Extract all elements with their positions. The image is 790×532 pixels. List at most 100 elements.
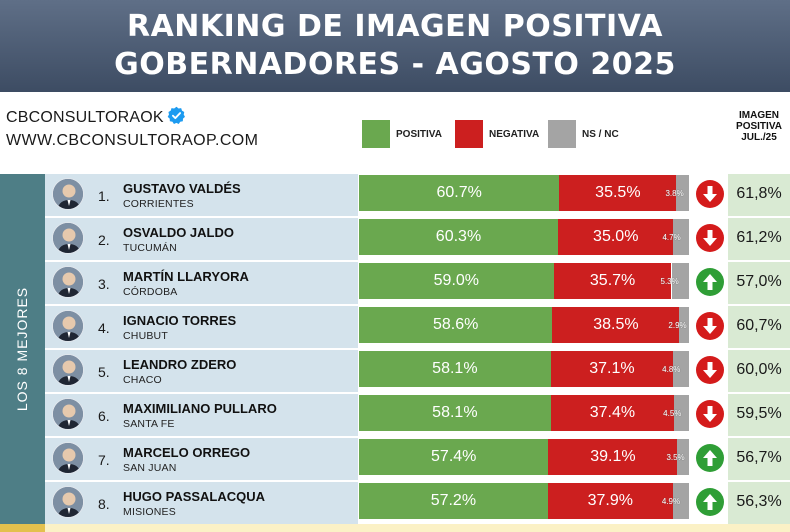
side-band [0,174,45,524]
governor-name: LEANDRO ZDERO [123,357,237,372]
positive-bar: 59.0% [359,263,554,299]
title-banner: RANKING DE IMAGEN POSITIVA GOBERNADORES … [0,0,790,92]
legend-negative: NEGATIVA [455,120,539,148]
next-section-side [0,524,45,532]
previous-value: 57,0% [736,273,782,290]
verified-badge-icon [167,106,186,130]
arrow-up-icon [696,488,724,516]
legend-negative-label: NEGATIVA [489,128,540,140]
side-label-text: LOS 8 MEJORES [14,286,31,412]
positive-value-label: 58.6% [433,316,479,333]
positive-bar: 58.1% [359,395,551,431]
legend-ns-swatch [548,120,576,148]
previous-value: 56,3% [736,493,782,510]
negative-bar: 39.1% [548,439,678,475]
prev-header-line3: JUL./25 [741,132,777,143]
previous-value-cell [728,394,790,436]
previous-value: 60,7% [736,317,782,334]
ns-value-label: 3.5% [666,452,685,462]
row-background [45,394,358,436]
brand-handle-text: CBCONSULTORAOK [6,109,164,126]
governor-name: MAXIMILIANO PULLARO [123,401,277,416]
chart-title-line1: RANKING DE IMAGEN POSITIVA [126,9,664,44]
arrow-down-icon [696,400,724,428]
province-name: TUCUMÁN [123,242,177,254]
row-background [45,306,358,348]
previous-value-cell [728,306,790,348]
negative-value-label: 35.7% [589,272,636,289]
side-label: LOS 8 MEJORES [0,174,45,524]
ns-bar: 2.9% [668,307,689,343]
ns-bar: 5.3% [661,263,689,299]
positive-value-label: 58.1% [432,360,478,377]
legend-positive-swatch [362,120,390,148]
province-name: CÓRDOBA [123,286,178,298]
previous-value: 59,5% [736,405,782,422]
row-background [45,174,358,216]
negative-bar: 35.0% [557,219,674,255]
arrow-up-icon [696,268,724,296]
ns-bar: 3.5% [666,439,689,475]
ns-value-label: 4.8% [662,364,681,374]
legend-positive-label: POSITIVA [396,128,442,140]
previous-value: 56,7% [736,449,782,466]
previous-value-cell [728,218,790,260]
governor-name: HUGO PASSALACQUA [123,489,266,504]
positive-value-label: 57.2% [430,492,477,509]
province-name: SANTA FE [123,418,175,430]
rank-number: 6. [98,408,110,424]
negative-value-label: 39.1% [590,448,636,465]
ns-bar: 4.8% [662,351,689,387]
governor-name: MARTÍN LLARYORA [123,269,249,284]
prev-header-line2: POSITIVA [736,121,782,132]
previous-value: 61,2% [736,229,782,246]
rank-number: 1. [98,188,110,204]
row-background [45,438,358,480]
province-name: SAN JUAN [123,462,177,474]
previous-value: 60,0% [736,361,782,378]
arrow-down-icon [696,180,724,208]
negative-bar: 38.5% [552,307,680,343]
positive-value-label: 57.4% [431,448,477,465]
avatar [52,486,84,518]
province-name: MISIONES [123,506,176,518]
avatar [52,442,84,474]
governor-name: IGNACIO TORRES [123,313,237,328]
previous-value-cell [728,438,790,480]
rank-number: 3. [98,276,110,292]
previous-value-cell [728,174,790,216]
row-background [45,262,358,304]
positive-value-label: 60.3% [435,228,482,245]
arrow-down-icon [696,312,724,340]
negative-value-label: 37.9% [587,492,633,509]
negative-bar: 37.4% [550,395,675,431]
avatar [52,310,84,342]
positive-bar: 58.1% [359,351,551,387]
avatar [52,266,84,298]
negative-value-label: 37.1% [589,360,635,377]
legend-ns: NS / NC [548,120,619,148]
governor-name: OSVALDO JALDO [123,225,234,240]
chart-title-line2: GOBERNADORES - AGOSTO 2025 [114,47,676,82]
positive-bar: 57.2% [359,483,548,519]
ns-value-label: 2.9% [668,320,687,330]
legend-positive: POSITIVA [362,120,442,148]
next-section-strip [0,524,790,532]
row-background [45,482,358,524]
brand-website: WWW.CBCONSULTORAOP.COM [6,132,259,149]
avatar [52,222,84,254]
ns-value-label: 4.7% [662,232,681,242]
ns-bar: 3.8% [665,175,689,211]
row-background [45,350,358,392]
positive-bar: 60.3% [359,219,558,255]
governor-name: GUSTAVO VALDÉS [123,181,241,196]
previous-value-cell [728,262,790,304]
province-name: CORRIENTES [123,198,194,210]
arrow-down-icon [696,224,724,252]
negative-bar: 37.1% [550,351,674,387]
arrow-down-icon [696,356,724,384]
negative-value-label: 38.5% [593,316,639,333]
rank-number: 2. [98,232,110,248]
rank-number: 8. [98,496,110,512]
avatar [52,354,84,386]
